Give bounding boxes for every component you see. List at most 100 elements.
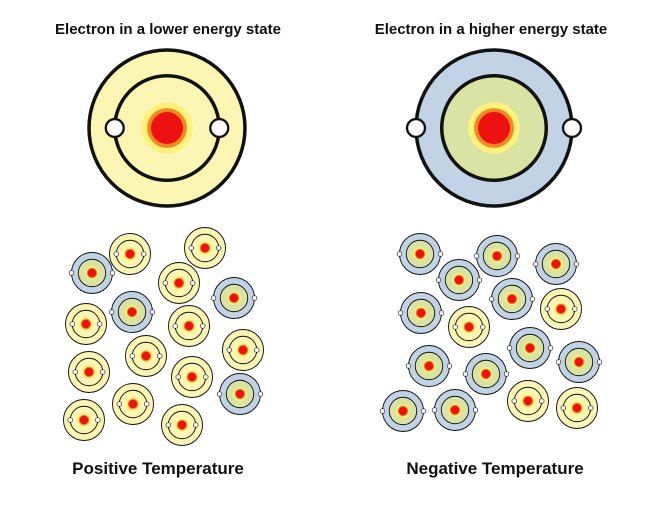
small-atom-positive xyxy=(108,291,156,333)
nucleus xyxy=(423,360,435,372)
small-atom-negative xyxy=(506,327,554,369)
nucleus xyxy=(176,419,188,431)
small-atom-negative xyxy=(532,243,580,285)
electron-left xyxy=(544,306,550,312)
electron-left xyxy=(555,359,562,365)
nucleus xyxy=(449,404,461,416)
nucleus xyxy=(234,388,246,400)
electron-right xyxy=(200,323,206,329)
electron-left xyxy=(104,117,125,139)
small-atom-positive xyxy=(184,227,226,269)
nucleus xyxy=(126,306,138,318)
electron-right xyxy=(144,401,150,407)
electron-right xyxy=(480,324,486,330)
large-atom-higher-state xyxy=(405,48,583,208)
nucleus xyxy=(83,366,95,378)
small-atom-negative xyxy=(435,259,483,301)
nucleus xyxy=(80,318,92,330)
electron-left xyxy=(397,310,404,316)
nucleus xyxy=(183,320,195,332)
nucleus xyxy=(453,274,465,286)
nucleus xyxy=(414,248,426,260)
electron-right xyxy=(529,296,536,302)
nucleus xyxy=(555,303,567,315)
electron-left xyxy=(405,117,427,139)
title-lower-energy-state: Electron in a lower energy state xyxy=(55,21,281,38)
electron-left xyxy=(67,417,73,423)
nucleus xyxy=(474,108,514,148)
small-atom-negative xyxy=(507,380,549,422)
nucleus xyxy=(186,371,198,383)
electron-left xyxy=(473,253,480,259)
electron-left xyxy=(462,371,469,377)
small-atom-positive xyxy=(125,335,167,377)
small-atom-positive xyxy=(109,233,151,275)
electron-left xyxy=(405,363,412,369)
electron-left xyxy=(511,398,517,404)
electron-right xyxy=(95,417,101,423)
electron-left xyxy=(210,295,217,301)
electron-left xyxy=(226,347,232,353)
electron-left xyxy=(72,369,78,375)
electron-right xyxy=(251,295,258,301)
small-atom-negative xyxy=(431,389,479,431)
small-atom-positive xyxy=(65,303,107,345)
nucleus xyxy=(550,258,562,270)
electron-right xyxy=(547,345,554,351)
electron-left xyxy=(172,323,178,329)
nucleus xyxy=(173,277,185,289)
nucleus xyxy=(228,292,240,304)
electron-right xyxy=(157,353,163,359)
electron-left xyxy=(431,407,438,413)
nucleus xyxy=(140,350,152,362)
small-atom-negative xyxy=(462,353,510,395)
electron-right xyxy=(257,391,264,397)
electron-left xyxy=(452,324,458,330)
electron-left xyxy=(69,321,75,327)
nucleus xyxy=(86,267,98,279)
electron-right xyxy=(190,280,196,286)
small-atom-negative xyxy=(379,390,427,432)
small-atom-negative xyxy=(556,387,598,429)
electron-left xyxy=(506,345,513,351)
electron-right xyxy=(572,306,578,312)
small-atom-negative xyxy=(396,233,444,275)
nucleus xyxy=(127,398,139,410)
electron-right xyxy=(97,321,103,327)
electron-right xyxy=(596,359,603,365)
electron-right xyxy=(503,371,510,377)
electron-left xyxy=(68,270,75,276)
electron-left xyxy=(162,280,168,286)
electron-right xyxy=(203,374,209,380)
nucleus xyxy=(491,250,503,262)
small-atom-negative xyxy=(555,341,603,383)
nucleus xyxy=(571,402,583,414)
small-atom-positive xyxy=(63,399,105,441)
nucleus xyxy=(199,242,211,254)
electron-left xyxy=(175,374,181,380)
small-atom-positive xyxy=(68,252,116,294)
electron-left xyxy=(396,251,403,257)
small-atom-negative xyxy=(405,345,453,387)
small-atom-positive xyxy=(161,404,203,446)
small-atom-positive xyxy=(112,383,154,425)
electron-left xyxy=(113,251,119,257)
electron-right xyxy=(149,309,156,315)
electron-right xyxy=(573,261,580,267)
small-atom-negative xyxy=(448,306,490,348)
electron-right xyxy=(216,245,222,251)
nucleus xyxy=(78,414,90,426)
small-atom-negative xyxy=(488,278,536,320)
electron-right xyxy=(254,347,260,353)
nucleus xyxy=(524,342,536,354)
small-atom-positive xyxy=(158,262,200,304)
electron-right xyxy=(446,363,453,369)
nucleus xyxy=(463,321,475,333)
electron-left xyxy=(216,391,223,397)
electron-right xyxy=(514,253,521,259)
electron-left xyxy=(165,422,171,428)
small-atom-positive xyxy=(168,305,210,347)
electron-left xyxy=(379,408,386,414)
